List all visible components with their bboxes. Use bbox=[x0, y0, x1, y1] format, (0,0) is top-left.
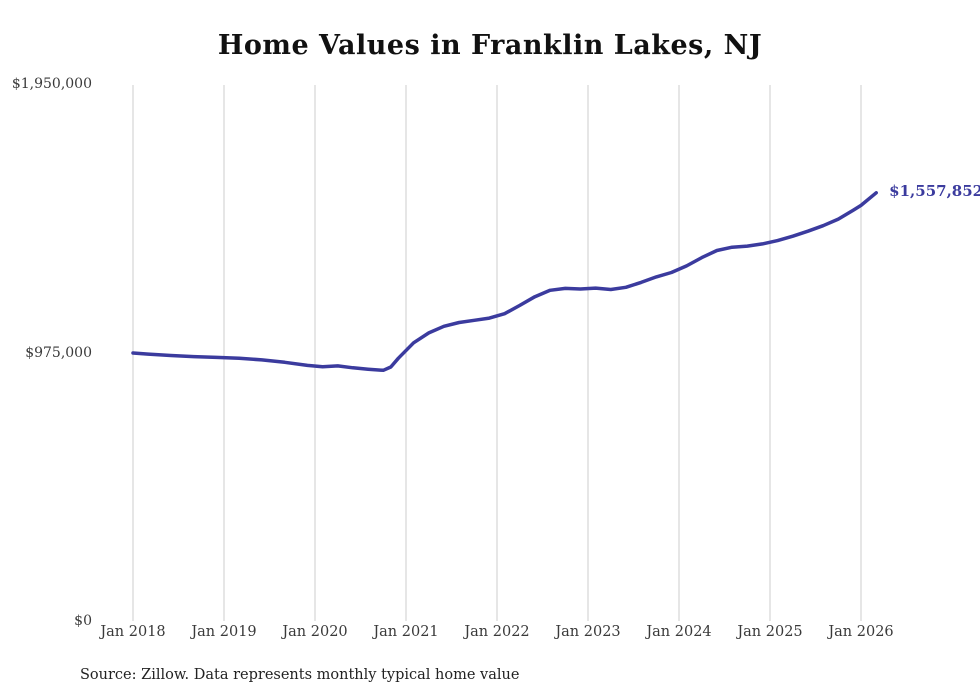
x-axis-label: Jan 2022 bbox=[464, 624, 530, 640]
x-axis-label: Jan 2019 bbox=[191, 624, 257, 640]
x-axis-label: Jan 2018 bbox=[100, 624, 166, 640]
x-axis-label: Jan 2023 bbox=[555, 624, 621, 640]
home-value-line-series bbox=[131, 191, 878, 373]
chart-title: Home Values in Franklin Lakes, NJ bbox=[217, 30, 763, 61]
x-axis-label: Jan 2024 bbox=[646, 624, 712, 640]
x-axis-label: Jan 2021 bbox=[373, 624, 439, 640]
y-axis-label-top: $1,950,000 bbox=[11, 76, 92, 92]
x-axis-label: Jan 2026 bbox=[828, 624, 894, 640]
gridlines bbox=[132, 85, 862, 621]
x-axis-label: Jan 2025 bbox=[737, 624, 803, 640]
y-axis-label-zero: $0 bbox=[74, 613, 92, 629]
source-note: Source: Zillow. Data represents monthly … bbox=[80, 667, 520, 683]
y-axis-label-middle: $975,000 bbox=[25, 345, 92, 361]
x-axis-label: Jan 2020 bbox=[282, 624, 348, 640]
end-value-label: $1,557,852 bbox=[889, 181, 980, 200]
